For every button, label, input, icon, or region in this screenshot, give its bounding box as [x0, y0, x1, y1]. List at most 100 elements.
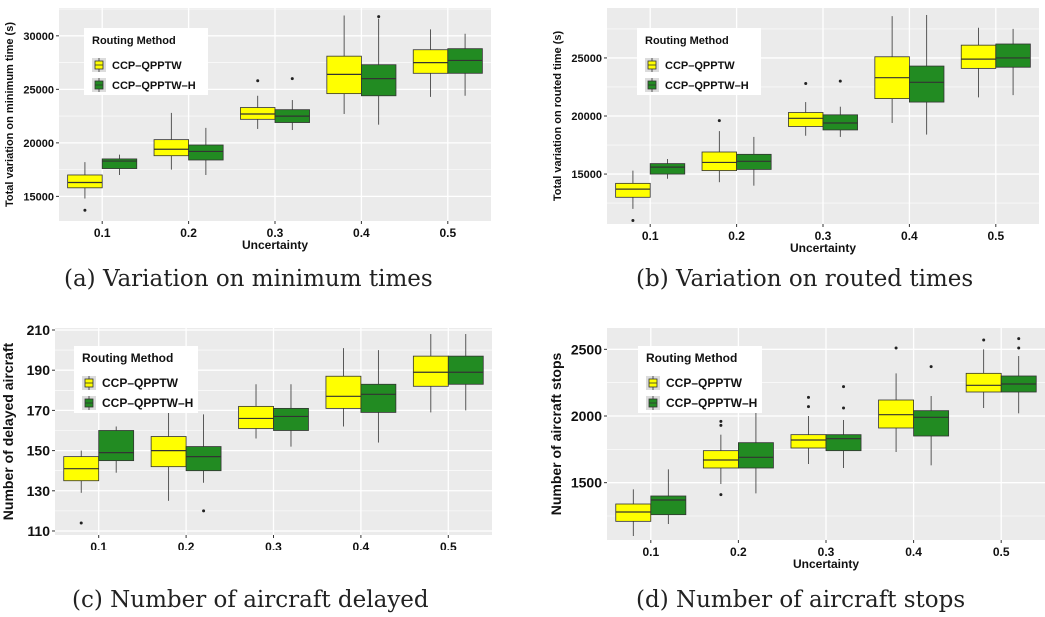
- box-ccp-qpptw-h: [650, 469, 687, 524]
- box-ccp-qpptw: [701, 119, 737, 183]
- legend-title: Routing Method: [92, 35, 176, 47]
- y-tick-label: 20000: [23, 138, 54, 150]
- box-ccp-qpptw: [150, 410, 187, 501]
- x-tick-label: 0.3: [815, 229, 832, 243]
- y-axis-label: Number of aircraft stops: [548, 352, 564, 515]
- box-body: [615, 182, 651, 198]
- box-ccp-qpptw-h: [185, 414, 222, 513]
- y-tick-label: 2000: [571, 408, 602, 424]
- y-tick-label: 25000: [571, 53, 602, 65]
- box-body: [790, 434, 827, 449]
- outlier-point: [806, 395, 810, 399]
- outlier-point: [202, 509, 206, 513]
- x-tick-label: 0.3: [818, 545, 835, 559]
- outlier-point: [1017, 337, 1021, 341]
- y-tick-label: 2500: [571, 341, 602, 357]
- caption-c: (c) Number of aircraft delayed: [72, 587, 429, 613]
- legend-title: Routing Method: [82, 351, 173, 365]
- box-ccp-qpptw-h: [98, 426, 135, 473]
- outlier-point: [838, 79, 842, 83]
- outlier-point: [83, 208, 87, 212]
- chart-panel-d: 1500 2000 2500 0.1 0.2 0.3 0.4 0.5 Uncertainty Nu…: [548, 318, 1045, 573]
- outlier-point: [982, 338, 986, 342]
- box-ccp-qpptw-h: [825, 385, 862, 468]
- y-tick-label: 15000: [571, 169, 602, 181]
- box-ccp-qpptw-h: [995, 28, 1031, 96]
- box-ccp-qpptw: [960, 27, 997, 98]
- box-body: [913, 410, 950, 437]
- box-ccp-qpptw: [790, 395, 827, 464]
- box-body: [965, 372, 1002, 393]
- x-axis-label: Uncertainty: [793, 557, 859, 571]
- x-tick-label: 0.2: [728, 229, 745, 243]
- x-axis-label: Uncertainty: [242, 238, 308, 252]
- outlier-point: [804, 81, 808, 85]
- box-body: [188, 144, 224, 161]
- legend-item-label: CCP–QPPTW–H: [102, 396, 193, 410]
- caption-d: (d) Number of aircraft stops: [636, 587, 966, 613]
- x-tick-label: 0.2: [730, 545, 747, 559]
- box-body: [67, 174, 103, 189]
- box-body: [325, 375, 362, 409]
- box-ccp-qpptw-h: [101, 154, 138, 175]
- legend-item-label: CCP–QPPTW–H: [112, 80, 196, 92]
- legend-item-label: CCP–QPPTW: [665, 60, 735, 72]
- legend-item-label: CCP–QPPTW: [666, 376, 743, 390]
- box-body: [98, 430, 135, 462]
- x-tick-label: 0.4: [901, 229, 918, 243]
- box-body: [825, 434, 862, 452]
- box-body: [737, 442, 774, 469]
- box-body: [650, 495, 687, 516]
- box-ccp-qpptw-h: [822, 79, 858, 137]
- box-body: [150, 436, 187, 468]
- chart-panel-c: 1101301501701902100.10.20.30.40.5Uncerta…: [0, 318, 497, 550]
- box-ccp-qpptw: [325, 348, 362, 427]
- chart-panel-a: 15000 20000 25000 30000 0.1 0.2 0.3 0.4 0.5 Uncer…: [0, 0, 497, 255]
- box-body: [238, 405, 274, 429]
- box-ccp-qpptw: [153, 112, 189, 170]
- outlier-point: [894, 346, 898, 350]
- y-tick-label: 25000: [23, 84, 54, 96]
- x-tick-label: 0.5: [439, 226, 456, 240]
- y-tick-label: 190: [27, 362, 51, 378]
- x-tick-label: 0.1: [642, 229, 659, 243]
- y-tick-label: 15000: [23, 191, 54, 203]
- box-ccp-qpptw-h: [447, 33, 483, 96]
- outlier-point: [719, 423, 723, 427]
- box-ccp-qpptw-h: [447, 334, 484, 411]
- y-tick-label: 150: [27, 443, 51, 459]
- outlier-point: [79, 521, 83, 525]
- box-ccp-qpptw-h: [913, 365, 950, 466]
- chart-svg: 15000 20000 25000 30000 0.1 0.2 0.3 0.4 0.5 Uncer…: [4, 8, 491, 252]
- box-body: [360, 64, 397, 97]
- box-ccp-qpptw: [965, 338, 1002, 408]
- caption-b: (b) Variation on routed times: [636, 266, 974, 292]
- chart-panel-b: 15000 20000 25000 0.1 0.2 0.3 0.4 0.5 Uncertaint…: [548, 0, 1045, 255]
- box-body: [153, 139, 189, 157]
- x-tick-label: 0.1: [642, 545, 659, 559]
- caption-a: (a) Variation on minimum times: [64, 266, 433, 292]
- box-body: [702, 450, 739, 469]
- outlier-point: [929, 365, 933, 369]
- outlier-point: [1017, 346, 1021, 350]
- y-tick-label: 210: [27, 322, 51, 338]
- y-axis-label: Total variation on minimum time (s): [4, 22, 16, 207]
- outlier-point: [719, 419, 723, 423]
- x-tick-label: 0.4: [905, 545, 922, 559]
- x-tick-label: 0.4: [353, 540, 370, 550]
- legend-item-label: CCP–QPPTW–H: [666, 396, 757, 410]
- y-axis-label: Total variation on routed time (s): [552, 31, 564, 202]
- x-tick-label: 0.1: [90, 540, 107, 550]
- box-ccp-qpptw-h: [908, 14, 945, 135]
- y-tick-label: 1500: [571, 475, 602, 491]
- legend: Routing Method CCP–QPPTW CCP–QPPTW–H: [84, 28, 208, 95]
- y-tick-label: 110: [27, 523, 50, 539]
- box-body: [878, 399, 914, 429]
- outlier-point: [377, 15, 381, 19]
- box-ccp-qpptw: [615, 170, 651, 223]
- box-body: [908, 65, 945, 103]
- x-tick-label: 0.5: [440, 540, 457, 550]
- box-ccp-qpptw-h: [188, 127, 224, 175]
- x-tick-label: 0.1: [94, 226, 111, 240]
- outlier-point: [842, 385, 846, 389]
